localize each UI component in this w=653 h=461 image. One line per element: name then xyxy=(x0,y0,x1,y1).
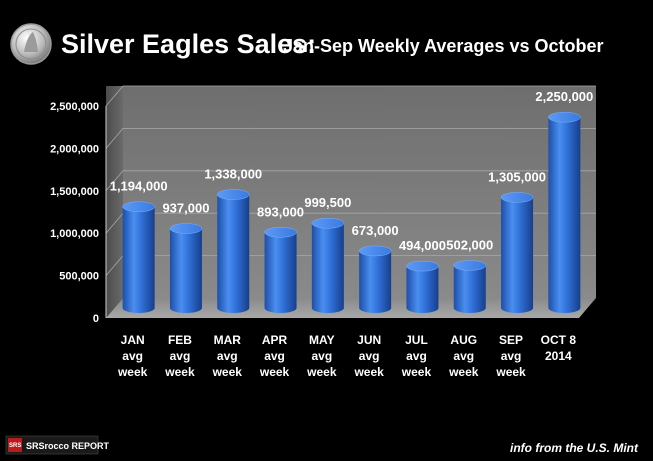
y-tick-label: 0 xyxy=(93,313,99,325)
x-tick-label: JAN xyxy=(121,333,145,347)
bar xyxy=(453,260,486,313)
x-tick-label: avg xyxy=(312,349,333,363)
x-tick-label: avg xyxy=(170,349,191,363)
bar xyxy=(311,217,345,313)
y-tick-label: 500,000 xyxy=(59,271,99,283)
x-tick-label: FEB xyxy=(168,333,192,347)
x-tick-label: week xyxy=(306,365,337,379)
data-label: 937,000 xyxy=(162,201,209,216)
x-tick-label: week xyxy=(495,365,526,379)
bar-body xyxy=(169,228,202,313)
silver-eagle-coin-icon xyxy=(10,23,52,65)
y-tick-label: 2,000,000 xyxy=(50,143,99,155)
x-tick-label: week xyxy=(117,365,148,379)
logo-badge: SRS xyxy=(9,443,21,449)
gridline-side xyxy=(105,170,124,192)
bar xyxy=(264,227,297,313)
bar xyxy=(358,245,392,313)
x-tick-label: avg xyxy=(122,349,143,363)
x-tick-label: JUL xyxy=(405,333,428,347)
y-tick-label: 1,500,000 xyxy=(50,186,99,198)
bar xyxy=(548,111,581,313)
x-tick-label: week xyxy=(212,365,243,379)
x-tick-label: week xyxy=(353,365,384,379)
x-tick-label: avg xyxy=(264,349,285,363)
x-tick-label: avg xyxy=(406,349,427,363)
bar xyxy=(217,189,250,313)
source-note: info from the U.S. Mint xyxy=(510,441,639,455)
side-wall xyxy=(106,86,123,318)
y-axis: 0 500,000 1,000,000 1,500,000 2,000,000 2,500… xyxy=(50,101,107,325)
bar-body xyxy=(406,266,439,313)
bar xyxy=(169,223,203,313)
logo-text: SRSrocco REPORT xyxy=(26,441,110,451)
gridline-side xyxy=(105,85,124,107)
srsrocco-logo: SRS SRSrocco REPORT xyxy=(5,435,110,455)
gridline-side xyxy=(105,212,124,234)
bar-top xyxy=(406,260,439,272)
bar-top xyxy=(169,223,203,234)
data-label: 999,500 xyxy=(304,195,351,210)
data-label: 673,000 xyxy=(352,223,399,238)
data-label: 502,000 xyxy=(446,237,493,252)
bars xyxy=(122,111,581,313)
gridline-side xyxy=(105,255,124,276)
bar-body xyxy=(548,117,581,313)
chart-title: Silver Eagles Sales: xyxy=(61,29,316,59)
bar-top xyxy=(500,192,534,203)
x-tick-label: MAR xyxy=(214,333,242,347)
bar xyxy=(122,201,155,313)
x-tick-label: week xyxy=(401,365,432,379)
x-tick-label: avg xyxy=(217,349,238,363)
bar-body xyxy=(264,232,297,313)
data-label: 2,250,000 xyxy=(535,89,593,104)
x-tick-label: week xyxy=(259,365,290,379)
data-labels: 1,194,000 937,000 1,338,000 893,000999,5006… xyxy=(110,89,594,253)
bar xyxy=(500,192,534,313)
x-tick-label: JUN xyxy=(357,333,381,347)
bar-body xyxy=(311,223,344,313)
x-tick-label: week xyxy=(164,365,195,379)
x-tick-label: AUG xyxy=(450,333,477,347)
bar-top xyxy=(217,189,250,200)
x-tick-label: avg xyxy=(359,349,380,363)
bar-top xyxy=(311,217,345,229)
bar xyxy=(406,260,439,313)
bar-body xyxy=(453,265,486,313)
x-tick-label: MAY xyxy=(309,333,335,347)
x-tick-label: APR xyxy=(262,333,288,347)
bar-body xyxy=(122,206,155,313)
bar-body xyxy=(359,250,392,313)
data-label: 1,305,000 xyxy=(488,169,546,184)
y-tick-label: 1,000,000 xyxy=(50,228,99,240)
data-label: 494,000 xyxy=(399,238,446,253)
chart-subtitle: Jan-Sep Weekly Averages vs October xyxy=(283,36,603,56)
bar-top xyxy=(264,227,297,238)
bar-body xyxy=(501,197,534,313)
gridline-side xyxy=(105,128,124,149)
bar-top xyxy=(358,245,392,257)
bar-top xyxy=(548,111,581,123)
x-axis: JAN avg week FEB avg week MAR avg week APR avg week… xyxy=(117,333,576,379)
data-label: 893,000 xyxy=(257,204,304,219)
data-label: 1,194,000 xyxy=(110,179,168,194)
x-tick-label: 2014 xyxy=(545,349,572,363)
x-tick-label: avg xyxy=(453,349,474,363)
y-tick-label: 2,500,000 xyxy=(50,101,99,113)
bar-top xyxy=(122,201,155,212)
x-tick-label: week xyxy=(448,365,479,379)
bar-body xyxy=(217,194,250,313)
bar-top xyxy=(453,260,486,271)
x-tick-label: SEP xyxy=(499,333,523,347)
data-label: 1,338,000 xyxy=(204,167,262,182)
x-tick-label: avg xyxy=(501,349,522,363)
x-tick-label: OCT 8 xyxy=(541,333,577,347)
